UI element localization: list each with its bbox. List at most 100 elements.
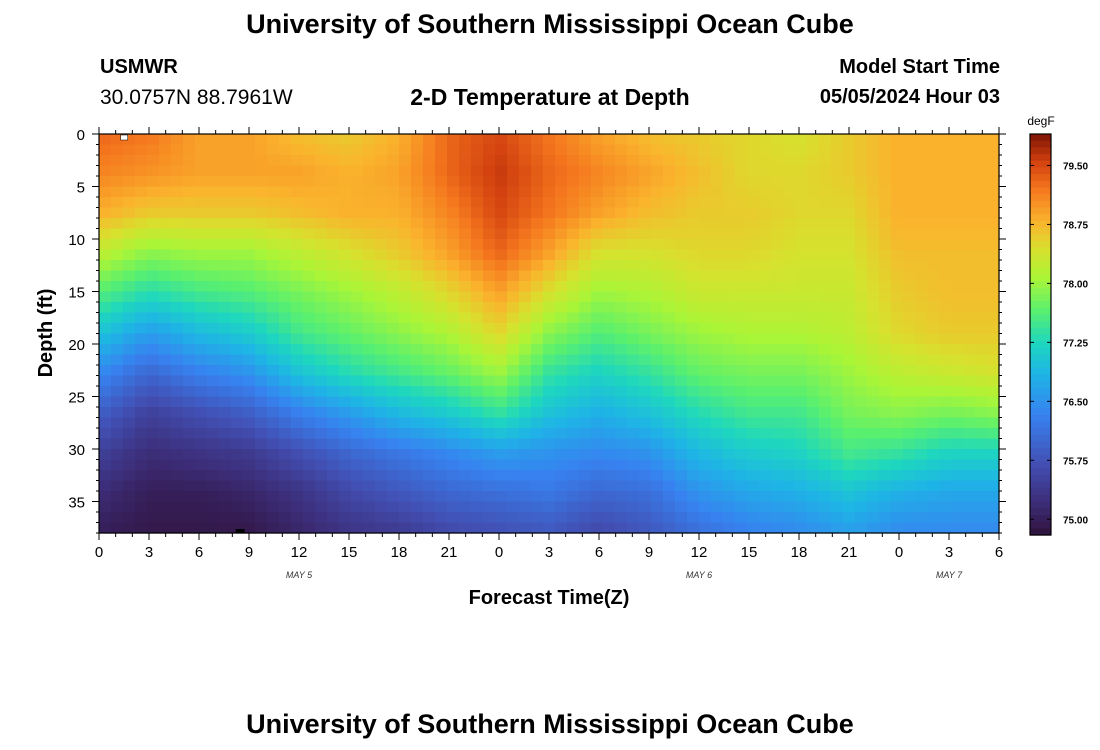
heatmap-cell — [771, 459, 784, 471]
heatmap-cell — [291, 522, 304, 534]
heatmap-cell — [639, 470, 652, 482]
heatmap-cell — [663, 407, 676, 419]
heatmap-cell — [387, 323, 400, 335]
heatmap-cell — [735, 459, 748, 471]
heatmap-cell — [519, 249, 532, 261]
heatmap-cell — [195, 522, 208, 534]
heatmap-cell — [723, 438, 736, 450]
heatmap-cell — [651, 417, 664, 429]
colorbar-swatch — [1030, 408, 1051, 416]
colorbar-swatch — [1030, 347, 1051, 356]
heatmap-cell — [147, 186, 160, 198]
heatmap-cell — [975, 281, 988, 293]
heatmap-cell — [171, 407, 184, 419]
heatmap-cell — [207, 239, 220, 251]
heatmap-cell — [255, 417, 268, 429]
heatmap-cell — [591, 375, 604, 387]
heatmap-cell — [903, 228, 916, 240]
heatmap-cell — [579, 260, 592, 272]
heatmap-cell — [495, 218, 508, 230]
heatmap-cell — [339, 302, 352, 314]
heatmap-cell — [351, 470, 364, 482]
heatmap-cell — [195, 270, 208, 282]
heatmap-cell — [819, 501, 832, 513]
heatmap-cell — [579, 449, 592, 461]
heatmap-cell — [951, 302, 964, 314]
heatmap-cell — [963, 501, 976, 513]
heatmap-cell — [387, 176, 400, 188]
heatmap-cell — [867, 302, 880, 314]
heatmap-cell — [99, 428, 112, 440]
heatmap-cell — [891, 375, 904, 387]
heatmap-cell — [171, 134, 184, 146]
heatmap-cell — [879, 249, 892, 261]
heatmap-cell — [615, 449, 628, 461]
heatmap-cell — [843, 207, 856, 219]
heatmap-cell — [423, 417, 436, 429]
heatmap-cell — [339, 333, 352, 345]
heatmap-cell — [447, 155, 460, 167]
heatmap-cell — [855, 155, 868, 167]
heatmap-cell — [471, 323, 484, 335]
heatmap-cell — [459, 522, 472, 534]
heatmap-cell — [171, 428, 184, 440]
heatmap-cell — [339, 207, 352, 219]
heatmap-cell — [651, 270, 664, 282]
heatmap-cell — [447, 239, 460, 251]
heatmap-cell — [687, 312, 700, 324]
heatmap-cell — [159, 186, 172, 198]
heatmap-cell — [711, 344, 724, 356]
heatmap-cell — [471, 480, 484, 492]
heatmap-cell — [855, 365, 868, 377]
heatmap-cell — [891, 134, 904, 146]
heatmap-cell — [807, 386, 820, 398]
heatmap-cell — [579, 522, 592, 534]
heatmap-cell — [987, 176, 1000, 188]
heatmap-cell — [663, 491, 676, 503]
heatmap-cell — [447, 207, 460, 219]
heatmap-cell — [375, 491, 388, 503]
colorbar-swatch — [1030, 474, 1051, 483]
heatmap-cell — [723, 365, 736, 377]
date-label: MAY 7 — [936, 570, 963, 580]
heatmap-cell — [159, 218, 172, 230]
heatmap-cell — [483, 165, 496, 177]
heatmap-cell — [963, 438, 976, 450]
heatmap-cell — [927, 323, 940, 335]
heatmap-cell — [123, 470, 136, 482]
heatmap-cell — [579, 323, 592, 335]
heatmap-cell — [375, 354, 388, 366]
heatmap-cell — [291, 228, 304, 240]
heatmap-cell — [639, 249, 652, 261]
heatmap-cell — [915, 207, 928, 219]
heatmap-cell — [135, 165, 148, 177]
heatmap-cell — [339, 407, 352, 419]
heatmap-cell — [795, 281, 808, 293]
heatmap-cell — [183, 239, 196, 251]
heatmap-cell — [243, 155, 256, 167]
heatmap-cell — [483, 396, 496, 408]
heatmap-cell — [759, 134, 772, 146]
heatmap-cell — [123, 249, 136, 261]
heatmap-cell — [303, 134, 316, 146]
heatmap-cell — [351, 218, 364, 230]
heatmap-cell — [603, 239, 616, 251]
heatmap-cell — [927, 155, 940, 167]
heatmap-cell — [855, 249, 868, 261]
heatmap-cell — [603, 260, 616, 272]
heatmap-cell — [927, 134, 940, 146]
heatmap-cell — [375, 344, 388, 356]
heatmap-cell — [507, 428, 520, 440]
heatmap-cell — [351, 333, 364, 345]
heatmap-cell — [231, 501, 244, 513]
heatmap-cell — [939, 344, 952, 356]
heatmap-cell — [603, 522, 616, 534]
heatmap-cell — [543, 207, 556, 219]
heatmap-cell — [963, 491, 976, 503]
heatmap-cell — [915, 407, 928, 419]
heatmap-cell — [363, 281, 376, 293]
heatmap-cell — [795, 417, 808, 429]
heatmap-cell — [795, 512, 808, 524]
heatmap-cell — [567, 354, 580, 366]
heatmap-cell — [987, 396, 1000, 408]
